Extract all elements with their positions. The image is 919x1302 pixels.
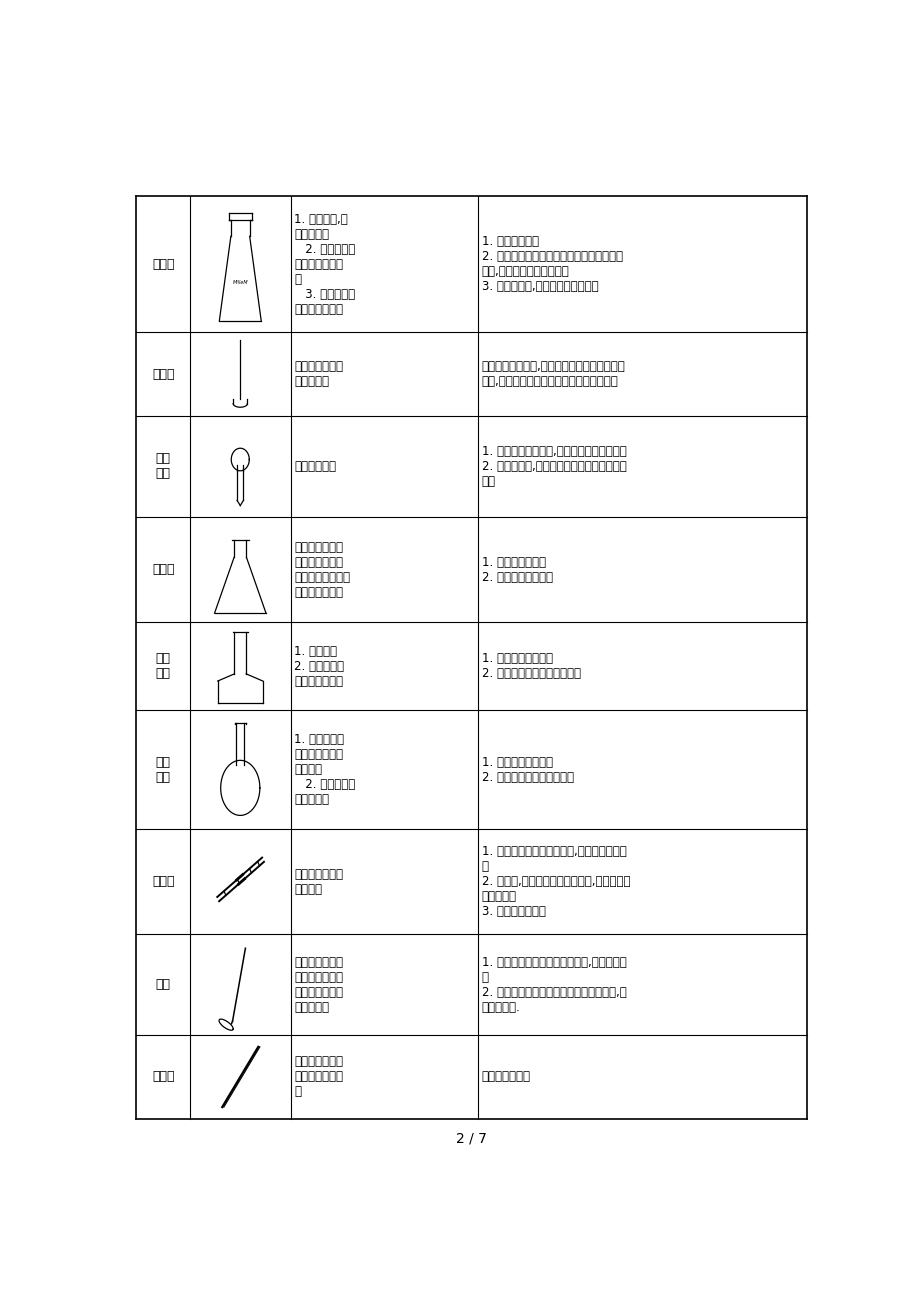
Text: MilleM: MilleM: [233, 280, 248, 285]
Text: 用来夹持试管给
试管加热: 用来夹持试管给 试管加热: [294, 867, 343, 896]
Text: 1. 使用前先捏紧胶头,再放入液体中吸收液体
2. 滴加药品时,滴管不要插入或接触容器口与
内壁: 1. 使用前先捏紧胶头,再放入液体中吸收液体 2. 滴加药品时,滴管不要插入或接…: [482, 445, 626, 488]
Text: 集气瓶: 集气瓶: [152, 258, 175, 271]
Text: 圆底
烧瓶: 圆底 烧瓶: [155, 755, 171, 784]
Text: 用作反应容器易
使反应物摇匀；
常用于中和滴定、
接收蒸馏液体等: 用作反应容器易 使反应物摇匀； 常用于中和滴定、 接收蒸馏液体等: [294, 540, 350, 599]
Text: 1. 用于蒸馏煮
沸或在加热情况
下的反应
   2. 组装简易气
体发生装置: 1. 用于蒸馏煮 沸或在加热情况 下的反应 2. 组装简易气 体发生装置: [294, 733, 355, 806]
Text: 1. 加热时需垫石棉网
2. 使用时要固定在铁架台上: 1. 加热时需垫石棉网 2. 使用时要固定在铁架台上: [482, 755, 573, 784]
Text: 2 / 7: 2 / 7: [456, 1131, 486, 1146]
Text: 平底
烧瓶: 平底 烧瓶: [155, 652, 171, 680]
Text: 滴加液体药品: 滴加液体药品: [294, 460, 335, 473]
Text: 药匙: 药匙: [155, 978, 171, 991]
Text: 试管夹: 试管夹: [152, 875, 175, 888]
Text: 1. 不能用来加热
2. 固体和气体反应剧烈时（如铁和氧气的反
应）,瓶底要放少量水或细沙
3. 收集气体时,应用玻璃片盖住瓶口: 1. 不能用来加热 2. 固体和气体反应剧烈时（如铁和氧气的反 应）,瓶底要放少…: [482, 236, 622, 293]
Text: 锥形瓶: 锥形瓶: [152, 564, 175, 577]
Text: 用于搅拌、过滤
或转移液体时引
流: 用于搅拌、过滤 或转移液体时引 流: [294, 1056, 343, 1099]
Text: 1. 保存溶液
2. 用于组装简
易气体发生装置: 1. 保存溶液 2. 用于组装简 易气体发生装置: [294, 644, 344, 687]
Text: 1. 加热时需垫石棉网
2. 一般应固定在铁架台上使用: 1. 加热时需垫石棉网 2. 一般应固定在铁架台上使用: [482, 652, 580, 680]
Text: 玻璃棒: 玻璃棒: [152, 1070, 175, 1083]
Text: 燃烧匙: 燃烧匙: [152, 367, 175, 380]
Text: 1. 取粉末状固体量较多时用大匙,较小时用小
匙
2. 药匙用过后要立即用干净的纸擦拭干净,以
备下次使用.: 1. 取粉末状固体量较多时用大匙,较小时用小 匙 2. 药匙用过后要立即用干净的…: [482, 956, 626, 1014]
Text: 1. 试管夹从试管底部往上套,夹在试管的中上
部
2. 加热时,用手握住试管夹的长柄,不要把拇指
按在短柄上
3. 防止锈蚀和烧损: 1. 试管夹从试管底部往上套,夹在试管的中上 部 2. 加热时,用手握住试管夹的…: [482, 845, 630, 918]
Text: 1. 收集气体,贮
存少量气体
   2. 进行气体与
其它物质间的反
应
   3. 用于组装少
量气体发生装置: 1. 收集气体,贮 存少量气体 2. 进行气体与 其它物质间的反 应 3. 用于…: [294, 214, 355, 316]
Text: 一般为铁或铜制品,遇有能够与铁、铜反应的物
质时,应在燃烧匙底部放一层细沙或垫石棉绒: 一般为铁或铜制品,遇有能够与铁、铜反应的物 质时,应在燃烧匙底部放一层细沙或垫石…: [482, 361, 625, 388]
Text: 用于取用粉末状
固体药品（药匙
的两端分别为大
小两个匙）: 用于取用粉末状 固体药品（药匙 的两端分别为大 小两个匙）: [294, 956, 343, 1014]
Text: 用于固体物质在
气体中燃烧: 用于固体物质在 气体中燃烧: [294, 361, 343, 388]
Text: 1. 盛液体不要太多
2. 加热时应垫石棉网: 1. 盛液体不要太多 2. 加热时应垫石棉网: [482, 556, 552, 583]
Text: 胶头
滴管: 胶头 滴管: [155, 453, 171, 480]
Text: 用后要冲洗干净: 用后要冲洗干净: [482, 1070, 530, 1083]
